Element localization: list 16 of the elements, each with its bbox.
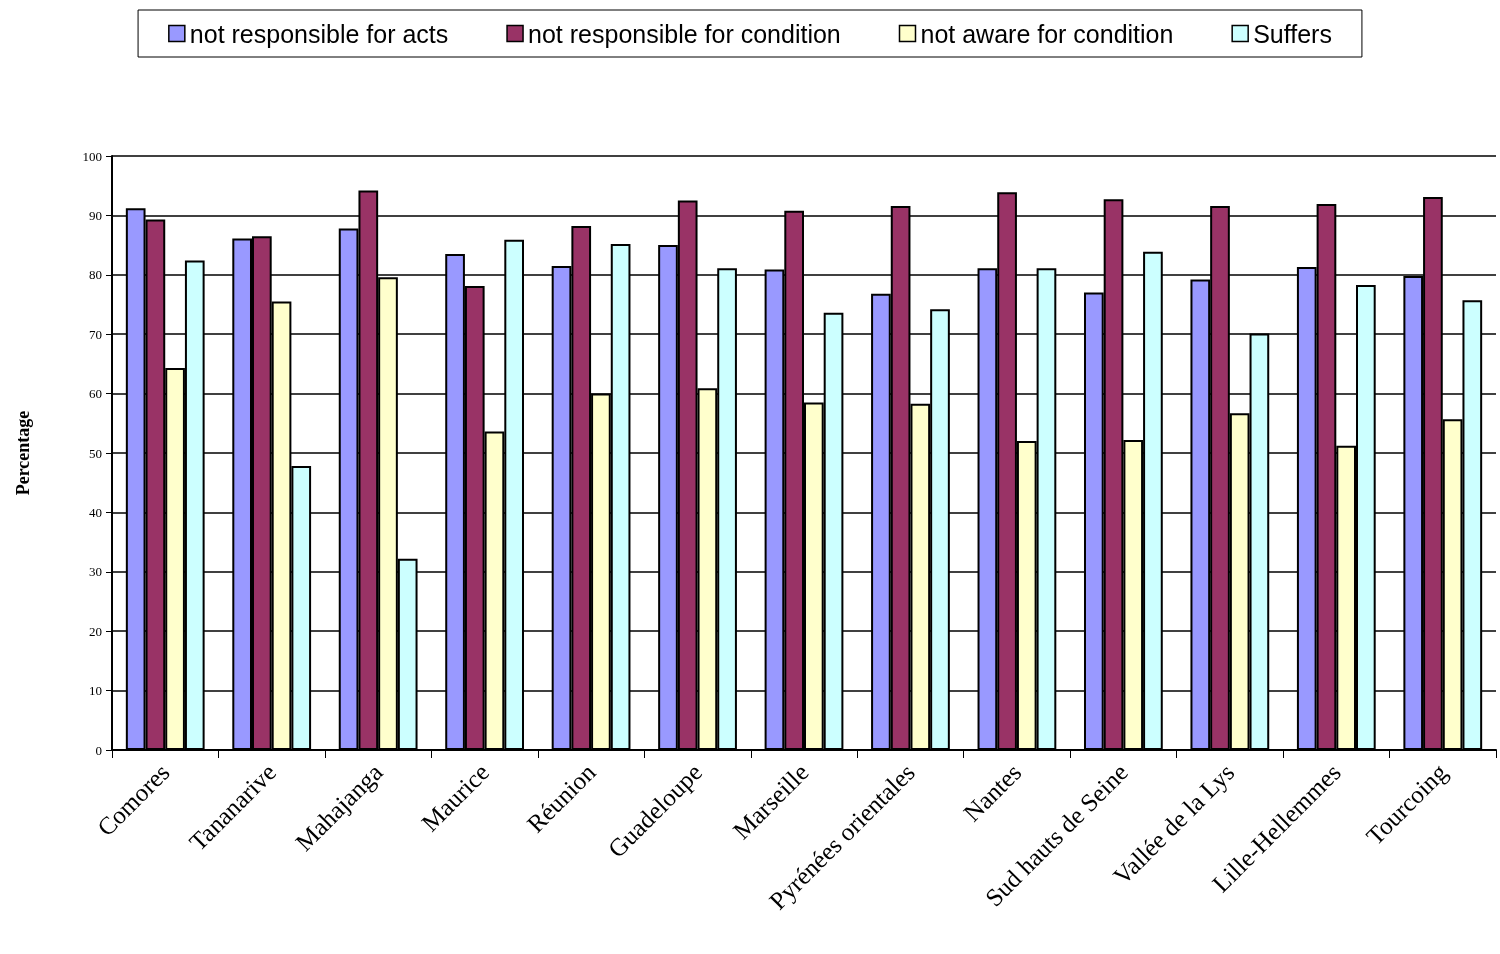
legend-label: not responsible for acts — [189, 19, 449, 48]
y-tick-label: 50 — [89, 445, 102, 461]
y-tick-label: 100 — [82, 148, 102, 164]
legend-label: Suffers — [1253, 19, 1332, 48]
y-tick-label: 10 — [89, 683, 102, 699]
legend-label: not responsible for condition — [528, 19, 841, 48]
y-tick-label: 70 — [89, 326, 102, 342]
y-tick-label: 20 — [89, 623, 102, 639]
legend-label: not aware for condition — [920, 19, 1174, 48]
y-tick-label: 90 — [89, 207, 102, 223]
y-axis-title: Percentage — [13, 410, 33, 496]
y-tick-label: 40 — [89, 504, 102, 520]
y-tick-label: 0 — [95, 742, 102, 758]
y-tick-label: 30 — [89, 564, 102, 580]
y-tick-label: 80 — [89, 267, 102, 283]
y-tick-label: 60 — [89, 386, 102, 402]
